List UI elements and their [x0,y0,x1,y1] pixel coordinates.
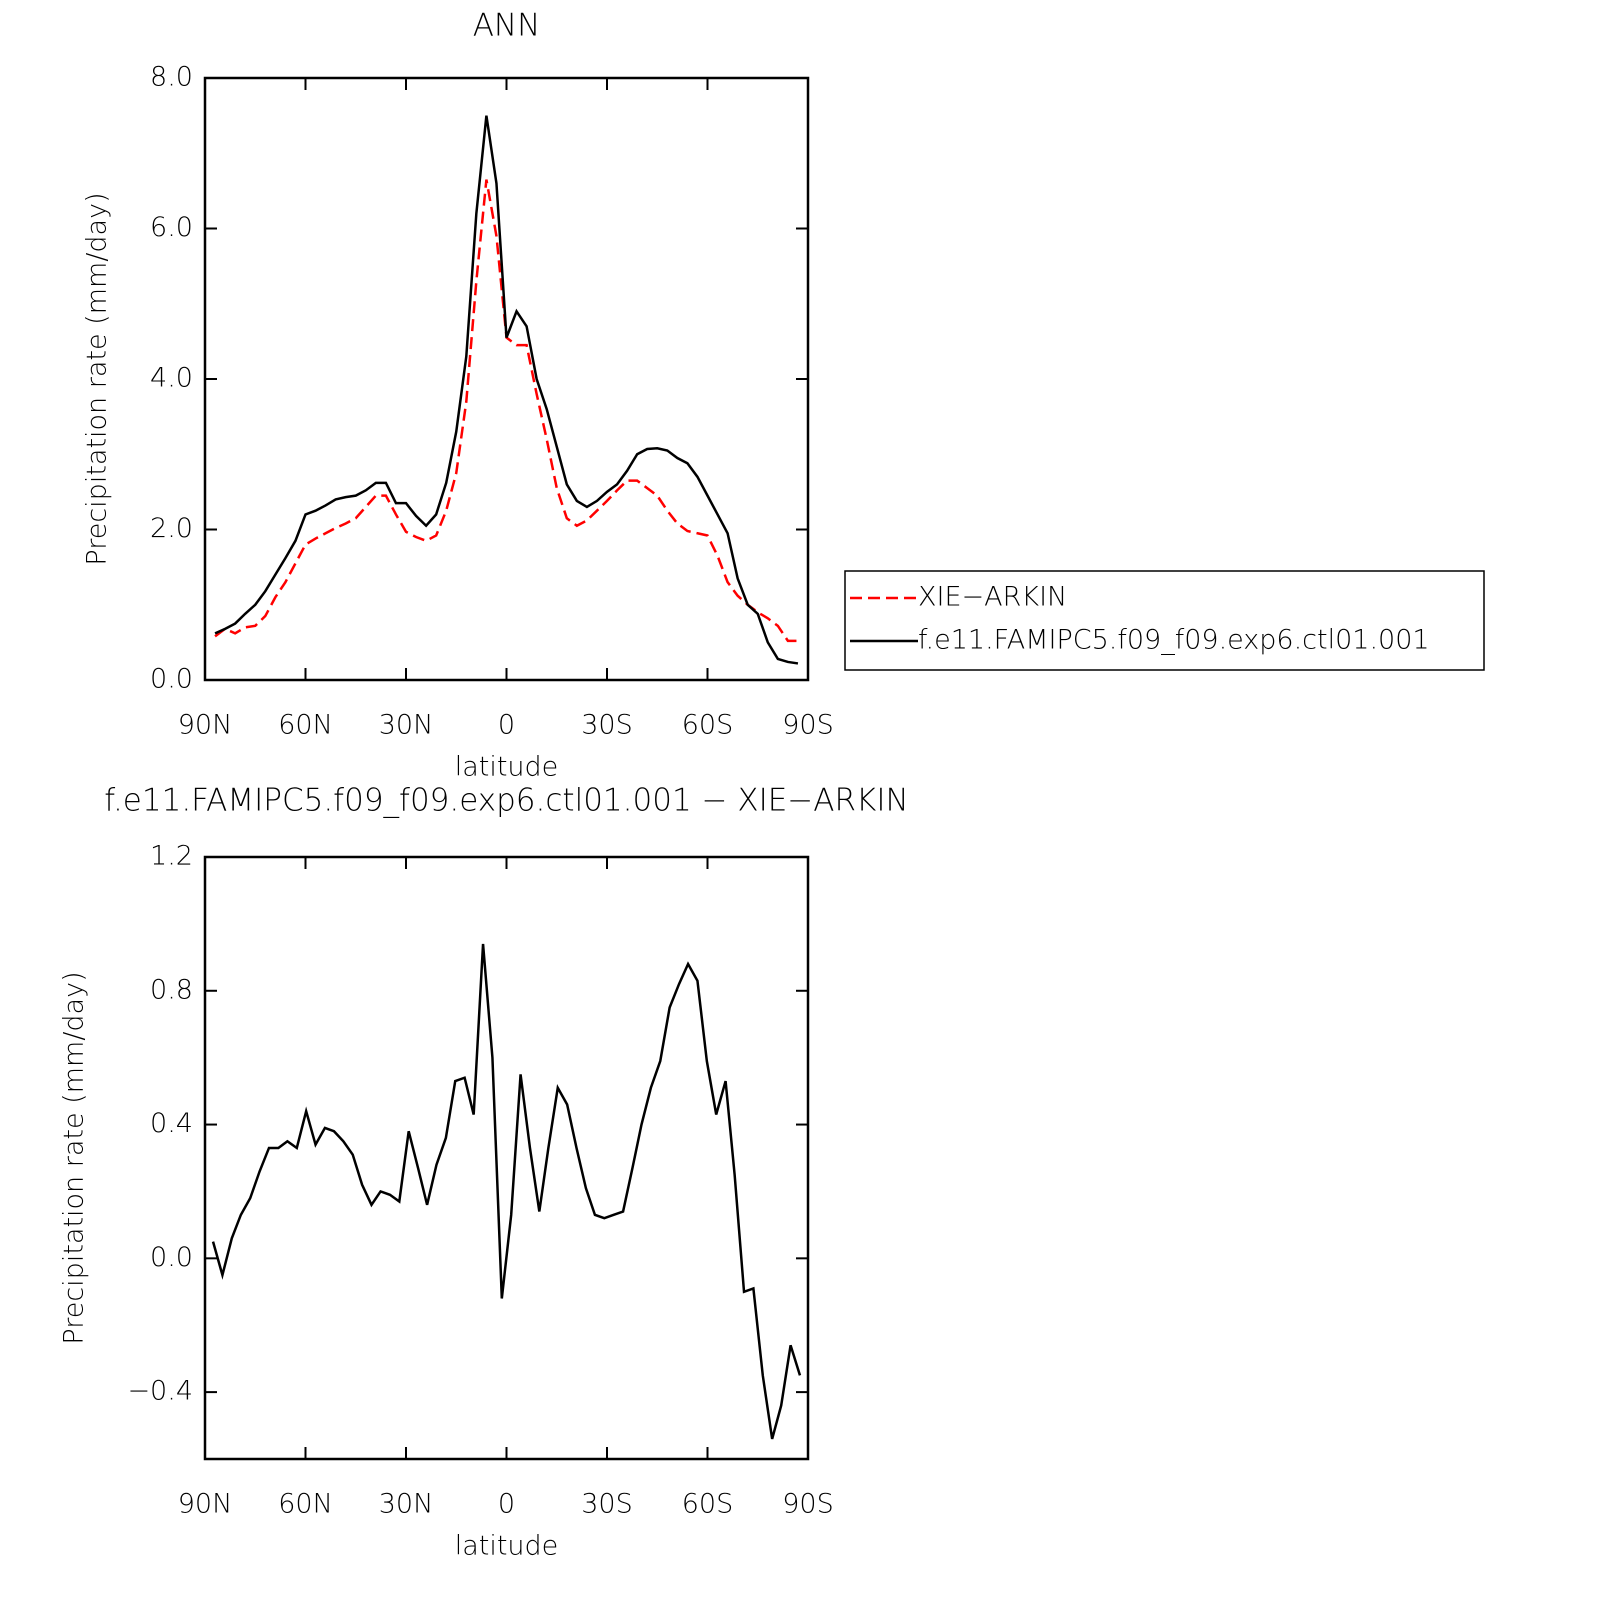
x-tick-label: 90N [178,710,233,741]
plot-frame [203,76,810,682]
x-tick-label: 30S [581,1489,633,1520]
x-axis-label: latitude [455,752,559,783]
x-tick-label: 90S [782,710,834,741]
chart-title: ANN [473,8,541,44]
plot-frame [203,855,810,1461]
y-tick-label: 4.0 [150,363,193,394]
legend-box [844,570,1485,671]
y-tick-label: 8.0 [150,62,193,93]
x-tick-label: 30N [379,710,434,741]
x-tick-label: 30N [379,1489,434,1520]
y-tick-label: 0.0 [150,664,193,695]
y-tick-label: 6.0 [150,212,193,243]
y-axis-label: Precipitation rate (mm/day) [82,192,113,565]
x-tick-label: 30S [581,710,633,741]
y-tick-label: 0.0 [150,1242,193,1273]
data-line [214,115,799,665]
x-tick-label: 60S [682,1489,734,1520]
y-tick-label: 0.4 [150,1108,193,1139]
x-tick-label: 90S [782,1489,834,1520]
data-line [211,943,802,1440]
x-axis-label: latitude [455,1531,559,1562]
legend-label: XIE−ARKIN [918,582,1067,613]
x-tick-label: 0 [498,710,515,741]
y-tick-label: 0.8 [150,974,193,1005]
chart-title: f.e11.FAMIPC5.f09_f09.exp6.ctl01.001 − X… [104,783,908,819]
legend-label: f.e11.FAMIPC5.f09_f09.exp6.ctl01.001 [918,625,1430,656]
y-axis-label: Precipitation rate (mm/day) [59,971,90,1344]
x-tick-label: 60S [682,710,734,741]
data-line [214,179,798,643]
y-tick-label: 2.0 [150,513,193,544]
y-tick-label: 1.2 [150,841,193,872]
x-tick-label: 90N [178,1489,233,1520]
x-tick-label: 60N [278,1489,333,1520]
y-tick-label: −0.4 [127,1376,193,1407]
x-tick-label: 0 [498,1489,515,1520]
x-tick-label: 60N [278,710,333,741]
